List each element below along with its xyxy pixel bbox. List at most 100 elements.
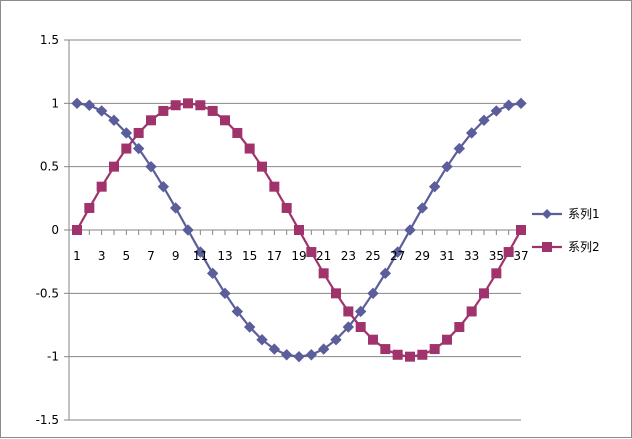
data-point: [355, 322, 366, 333]
series-2: [72, 98, 526, 362]
data-point: [428, 180, 441, 193]
axes: [64, 39, 522, 421]
x-tick-label: 37: [513, 249, 528, 263]
data-point: [442, 334, 452, 345]
x-tick-label: 31: [439, 249, 454, 263]
y-tick-label: 0: [51, 223, 59, 237]
data-point: [317, 343, 330, 355]
data-point: [96, 181, 107, 192]
data-point: [343, 306, 354, 317]
data-point: [120, 127, 133, 139]
data-point: [503, 247, 514, 258]
data-point: [490, 105, 503, 117]
data-point: [109, 161, 119, 172]
x-tick-label: 15: [242, 249, 257, 263]
data-point: [257, 161, 267, 172]
x-tick-label: 21: [316, 249, 331, 263]
data-point: [405, 351, 415, 362]
data-point: [454, 322, 465, 333]
x-tick-label: 9: [172, 249, 180, 263]
data-point: [380, 344, 391, 355]
y-tick-label: 1: [51, 96, 59, 110]
y-tick-label: 0.5: [40, 160, 59, 174]
data-point: [232, 127, 243, 138]
x-tick-label: 33: [464, 249, 479, 263]
data-point: [71, 97, 83, 110]
data-point: [95, 105, 108, 117]
x-tick-label: 1: [73, 249, 81, 263]
data-point: [220, 115, 230, 126]
x-tick-label: 29: [415, 249, 430, 263]
series: [71, 97, 527, 363]
data-point: [404, 224, 416, 236]
data-point: [441, 160, 453, 173]
x-tick-label: 19: [291, 249, 306, 263]
legend-label: 系列2: [568, 240, 600, 254]
data-point: [108, 114, 120, 127]
data-point: [268, 343, 281, 355]
data-point: [392, 349, 403, 360]
data-point: [294, 225, 304, 235]
data-point: [157, 180, 170, 193]
data-point: [256, 333, 268, 346]
data-point: [132, 142, 145, 155]
data-point: [379, 267, 392, 280]
data-point: [219, 287, 231, 300]
data-point: [207, 105, 218, 116]
data-point: [293, 350, 305, 363]
data-point: [182, 224, 194, 236]
data-point: [416, 202, 429, 214]
x-tick-label: 13: [217, 249, 232, 263]
data-point: [330, 333, 342, 346]
tick-labels: 1.510.50-0.5-1-1.51 3 5 7 9 11 13 15 17 19 21 23 25 2…: [36, 33, 529, 427]
data-point: [453, 142, 466, 155]
data-point: [158, 105, 169, 116]
data-point: [194, 246, 207, 258]
x-tick-label: 35: [489, 249, 504, 263]
data-point: [465, 127, 478, 139]
x-tick-label: 23: [341, 249, 356, 263]
y-tick-label: -1.5: [36, 413, 59, 427]
legend: 系列1 系列2: [532, 207, 600, 254]
y-tick-label: -1: [47, 350, 59, 364]
legend-label: 系列1: [568, 207, 600, 221]
data-point: [305, 349, 318, 361]
data-point: [502, 99, 515, 111]
data-point: [318, 268, 329, 279]
data-point: [243, 321, 256, 333]
data-point: [417, 349, 428, 360]
data-point: [478, 114, 490, 127]
data-point: [195, 100, 206, 111]
data-point: [342, 321, 355, 333]
data-point: [269, 181, 280, 192]
data-point: [368, 334, 378, 345]
data-point: [466, 306, 477, 317]
data-point: [146, 115, 156, 126]
series-1: [71, 97, 527, 363]
data-point: [121, 143, 132, 154]
x-tick-label: 17: [267, 249, 282, 263]
data-point: [244, 143, 255, 154]
x-tick-label: 7: [147, 249, 155, 263]
data-point: [206, 267, 219, 280]
x-tick-label: 3: [98, 249, 106, 263]
x-tick-label: 25: [365, 249, 380, 263]
data-point: [491, 268, 502, 279]
data-point: [515, 97, 527, 110]
data-point: [231, 305, 244, 318]
data-point: [429, 344, 440, 355]
data-point: [83, 99, 96, 111]
data-point: [145, 160, 157, 173]
data-point: [516, 225, 526, 235]
data-point: [280, 349, 293, 361]
x-tick-label: 11: [193, 249, 208, 263]
x-tick-label: 5: [123, 249, 131, 263]
data-point: [354, 305, 367, 318]
data-point: [84, 202, 95, 213]
legend-item: 系列2: [532, 240, 600, 254]
data-point: [170, 100, 181, 111]
data-point: [306, 247, 317, 258]
data-point: [72, 225, 82, 235]
